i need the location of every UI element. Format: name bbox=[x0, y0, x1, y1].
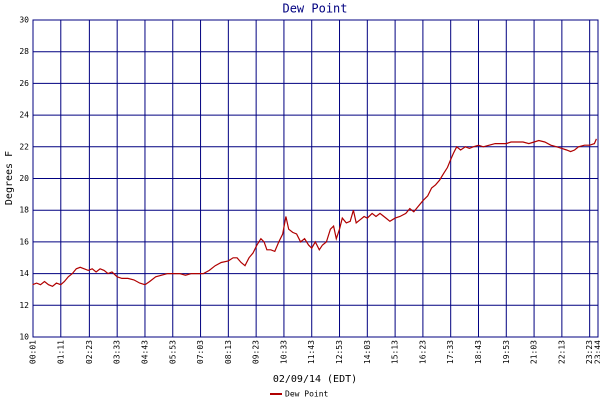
x-tick-label: 12:53 bbox=[335, 340, 344, 364]
x-tick-label: 09:23 bbox=[252, 340, 261, 364]
y-tick-label: 26 bbox=[19, 79, 29, 88]
y-tick-label: 30 bbox=[19, 16, 29, 25]
x-axis-label: 02/09/14 (EDT) bbox=[273, 374, 357, 385]
y-tick-label: 20 bbox=[19, 174, 29, 183]
x-tick-label: 07:03 bbox=[196, 340, 205, 364]
x-tick-label: 00:01 bbox=[29, 340, 38, 364]
y-tick-label: 18 bbox=[19, 206, 29, 215]
y-tick-label: 24 bbox=[19, 111, 29, 120]
legend-label: Dew Point bbox=[285, 390, 329, 399]
x-tick-label: 08:13 bbox=[224, 340, 233, 364]
y-tick-label: 10 bbox=[19, 333, 29, 342]
x-tick-label: 18:43 bbox=[474, 340, 483, 364]
x-tick-label: 23:23 bbox=[585, 340, 594, 364]
x-tick-label: 15:13 bbox=[391, 340, 400, 364]
chart-title: Dew Point bbox=[282, 2, 347, 16]
x-tick-label: 03:33 bbox=[113, 340, 122, 364]
y-axis-label: Degrees F bbox=[4, 151, 15, 205]
x-tick-label: 02:23 bbox=[85, 340, 94, 364]
x-tick-label: 10:33 bbox=[279, 340, 288, 364]
y-tick-label: 16 bbox=[19, 237, 29, 246]
x-tick-label: 19:53 bbox=[502, 340, 511, 364]
y-tick-label: 12 bbox=[19, 301, 29, 310]
x-tick-label: 04:43 bbox=[140, 340, 149, 364]
x-tick-label: 17:33 bbox=[446, 340, 455, 364]
x-tick-label: 05:53 bbox=[168, 340, 177, 364]
y-tick-label: 14 bbox=[19, 269, 29, 278]
x-tick-label: 21:03 bbox=[530, 340, 539, 364]
y-tick-label: 22 bbox=[19, 142, 29, 151]
line bbox=[32, 138, 597, 287]
x-tick-label: 16:23 bbox=[418, 340, 427, 364]
x-tick-label: 01:11 bbox=[56, 340, 65, 364]
x-tick-label: 22:13 bbox=[557, 340, 566, 364]
x-tick-label: 11:43 bbox=[307, 340, 316, 364]
y-tick-label: 28 bbox=[19, 47, 29, 56]
x-tick-label: 23:44 bbox=[594, 340, 600, 364]
x-tick-label: 14:03 bbox=[363, 340, 372, 364]
